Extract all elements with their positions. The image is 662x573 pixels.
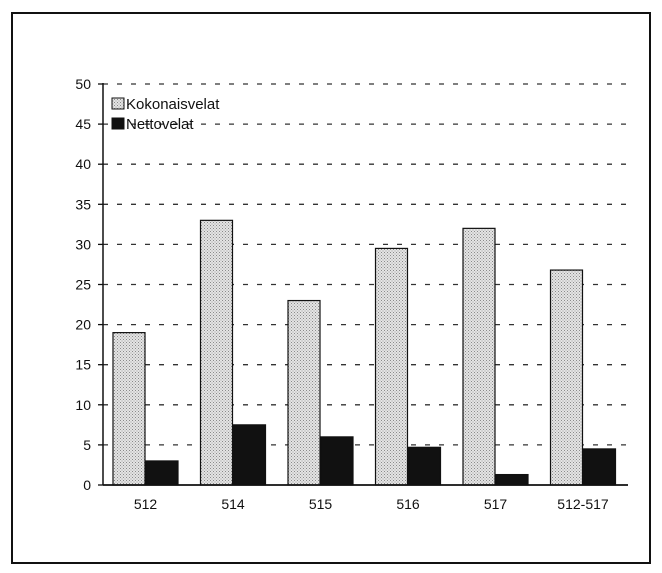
y-tick-label: 35 — [75, 196, 91, 212]
y-tick-label: 40 — [75, 156, 91, 172]
bar-kokonaisvelat-516 — [374, 247, 409, 486]
y-tick-label: 50 — [75, 76, 91, 92]
axes — [98, 83, 628, 486]
x-tick-label: 517 — [484, 496, 508, 512]
bar-nettovelat-512 — [145, 460, 179, 486]
legend-label-nettovelat: Nettovelat — [126, 116, 194, 133]
y-tick-label: 45 — [75, 116, 91, 132]
bar-kokonaisvelat-515 — [287, 299, 321, 486]
x-tick-label: 516 — [396, 496, 420, 512]
bar-nettovelat-512-517 — [582, 448, 617, 486]
legend: Kokonaisvelat Nettovelat — [111, 96, 220, 133]
y-tick-label: 10 — [75, 397, 91, 413]
legend-swatch-kokonaisvelat — [111, 97, 125, 110]
x-tick-label: 514 — [221, 496, 245, 512]
bar-nettovelat-515 — [320, 436, 354, 486]
bar-nettovelat-516 — [407, 446, 442, 486]
y-axis-ticks: 0 5 10 15 20 25 30 35 40 45 50 — [75, 76, 91, 493]
legend-label-kokonaisvelat: Kokonaisvelat — [126, 96, 220, 113]
legend-swatch-nettovelat — [111, 117, 125, 130]
x-axis-ticks: 512 514 515 516 517 512-517 — [134, 496, 609, 512]
bar-nettovelat-514 — [232, 424, 267, 486]
x-tick-label: 512 — [134, 496, 158, 512]
bar-kokonaisvelat-512-517 — [549, 269, 584, 486]
y-tick-label: 15 — [75, 357, 91, 373]
bar-kokonaisvelat-514 — [199, 219, 234, 486]
bar-kokonaisvelat-512 — [112, 332, 146, 486]
bar-kokonaisvelat-517 — [462, 227, 496, 486]
x-tick-label: 512-517 — [557, 496, 609, 512]
y-tick-label: 0 — [83, 477, 91, 493]
x-tick-label: 515 — [309, 496, 333, 512]
y-tick-label: 5 — [83, 437, 91, 453]
y-tick-label: 20 — [75, 317, 91, 333]
y-tick-label: 25 — [75, 277, 91, 293]
bars — [112, 219, 617, 486]
y-tick-label: 30 — [75, 236, 91, 252]
gridlines — [103, 83, 628, 446]
bar-nettovelat-517 — [495, 473, 529, 486]
